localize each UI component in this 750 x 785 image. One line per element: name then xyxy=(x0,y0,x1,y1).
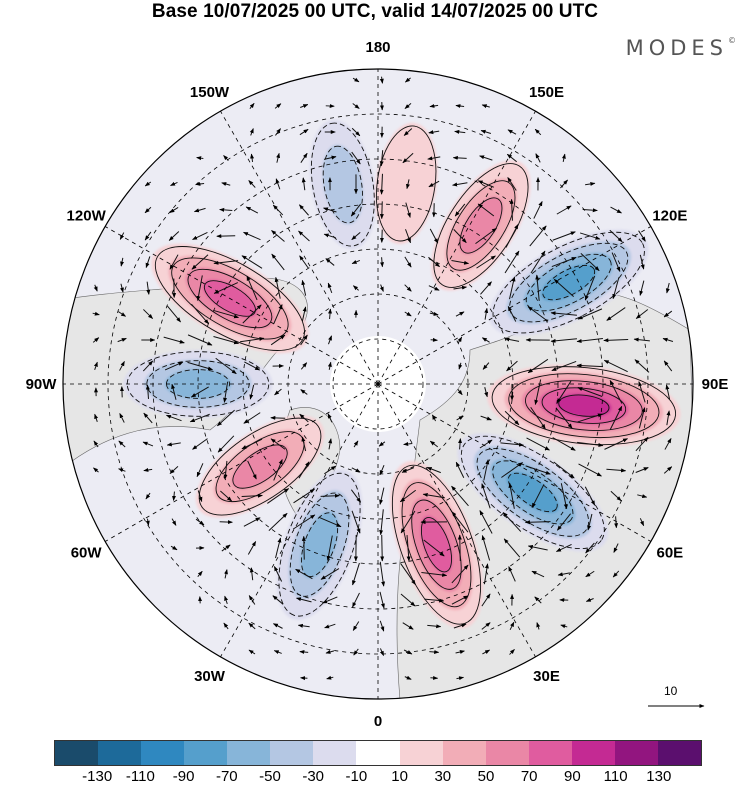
colorbar-swatch xyxy=(400,741,443,765)
wind-vector xyxy=(431,340,438,341)
colorbar-swatch xyxy=(615,741,658,765)
colorbar-tick-label: 130 xyxy=(646,768,671,785)
colorbar-swatch xyxy=(658,741,701,765)
colorbar-swatch xyxy=(313,741,356,765)
colorbar-tick-label: -90 xyxy=(173,768,195,785)
colorbar-swatch xyxy=(572,741,615,765)
lon-label-180: 180 xyxy=(365,39,390,56)
colorbar-tick-label: 110 xyxy=(604,768,628,785)
lon-label-150e: 150E xyxy=(529,84,564,101)
lon-label-60e: 60E xyxy=(656,545,683,562)
colorbar-tick-label: -50 xyxy=(259,768,281,785)
colorbar-swatch xyxy=(443,741,486,765)
colorbar-tick-label: -10 xyxy=(346,768,368,785)
lon-label-150w: 150W xyxy=(190,84,230,101)
colorbar-swatch xyxy=(55,741,98,765)
colorbar-tick-label: -130 xyxy=(82,768,112,785)
lon-label-60w: 60W xyxy=(71,545,103,562)
lon-label-0: 0 xyxy=(374,713,382,730)
colorbar-tick-label: -110 xyxy=(126,768,155,785)
colorbar-tick-label: -70 xyxy=(216,768,238,785)
lon-label-120e: 120E xyxy=(652,208,687,225)
lon-label-90w: 90W xyxy=(26,376,58,393)
colorbar-swatch xyxy=(270,741,313,765)
colorbar-swatch xyxy=(356,741,399,765)
colorbar-swatch xyxy=(98,741,141,765)
colorbar-swatch xyxy=(529,741,572,765)
colorbar-swatch xyxy=(227,741,270,765)
lon-label-90e: 90E xyxy=(702,376,729,393)
colorbar-tick-label: 10 xyxy=(391,768,408,785)
colorbar-tick-label: 90 xyxy=(564,768,581,785)
lon-label-120w: 120W xyxy=(67,208,107,225)
colorbar-tick-label: 50 xyxy=(478,768,495,785)
wind-vector xyxy=(525,522,550,523)
colorbar-swatch xyxy=(184,741,227,765)
colorbar-tick-label: 70 xyxy=(521,768,538,785)
reference-vector-label: 10 xyxy=(664,684,677,698)
colorbar-swatch xyxy=(486,741,529,765)
lon-label-30e: 30E xyxy=(533,668,560,685)
colorbar xyxy=(54,740,702,766)
lon-label-30w: 30W xyxy=(194,668,226,685)
wind-vector xyxy=(430,678,437,679)
wind-vector xyxy=(382,535,383,561)
wind-vector xyxy=(460,535,461,561)
colorbar-swatch xyxy=(141,741,184,765)
colorbar-tick-label: -30 xyxy=(302,768,324,785)
wind-vector xyxy=(304,536,305,559)
colorbar-tick-label: 30 xyxy=(434,768,451,785)
